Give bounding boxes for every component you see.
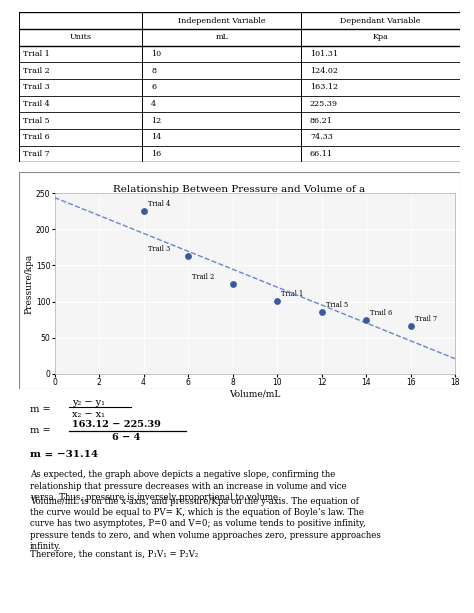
Text: 163.12 − 225.39: 163.12 − 225.39 bbox=[72, 420, 161, 428]
Text: 12: 12 bbox=[151, 116, 162, 124]
Text: Trial 4: Trial 4 bbox=[148, 200, 170, 208]
Text: relationship that pressure decreases with an increase in volume and vice: relationship that pressure decreases wit… bbox=[30, 482, 346, 491]
Text: m = −31.14: m = −31.14 bbox=[30, 450, 98, 459]
Text: y₂ − y₁: y₂ − y₁ bbox=[72, 398, 105, 407]
Text: 86.21: 86.21 bbox=[310, 116, 333, 124]
Text: 16: 16 bbox=[151, 150, 162, 158]
Text: 4: 4 bbox=[151, 100, 156, 108]
Point bbox=[273, 295, 281, 305]
Text: 14: 14 bbox=[151, 134, 162, 142]
Text: Dependant Variable: Dependant Variable bbox=[340, 17, 421, 25]
Text: Confined Gas: Confined Gas bbox=[204, 207, 274, 215]
Y-axis label: Pressure/kpa: Pressure/kpa bbox=[24, 253, 33, 314]
Text: Trail 6: Trail 6 bbox=[371, 310, 393, 318]
X-axis label: Volume/mL: Volume/mL bbox=[229, 390, 281, 399]
Text: Trial 5: Trial 5 bbox=[23, 116, 50, 124]
Point bbox=[229, 280, 237, 289]
Text: Trail 7: Trail 7 bbox=[415, 315, 437, 323]
Text: As expected, the graph above depicts a negative slope, confirming the: As expected, the graph above depicts a n… bbox=[30, 470, 336, 479]
Text: mL: mL bbox=[215, 33, 228, 41]
Text: Trial 1: Trial 1 bbox=[282, 290, 304, 298]
Text: the curve would be equal to PV= K, which is the equation of Boyle’s law. The: the curve would be equal to PV= K, which… bbox=[30, 508, 364, 517]
Text: Trail 6: Trail 6 bbox=[23, 134, 50, 142]
Point bbox=[140, 206, 147, 216]
Text: Therefore, the constant is, P₁V₁ = P₂V₂: Therefore, the constant is, P₁V₁ = P₂V₂ bbox=[30, 549, 198, 558]
Text: 66.11: 66.11 bbox=[310, 150, 333, 158]
Text: 6: 6 bbox=[151, 83, 156, 91]
Text: Units: Units bbox=[70, 33, 91, 41]
Text: 74.33: 74.33 bbox=[310, 134, 333, 142]
Text: curve has two asymptotes, P=0 and V=0; as volume tends to positive infinity,: curve has two asymptotes, P=0 and V=0; a… bbox=[30, 519, 366, 528]
Text: x₂ − x₁: x₂ − x₁ bbox=[72, 410, 105, 419]
Text: versa. Thus, pressure is inversely proportional to volume.: versa. Thus, pressure is inversely propo… bbox=[30, 493, 281, 502]
Text: 163.12: 163.12 bbox=[310, 83, 338, 91]
Point bbox=[184, 251, 192, 261]
Text: 10: 10 bbox=[151, 50, 161, 58]
Text: Trail 3: Trail 3 bbox=[23, 83, 50, 91]
Point bbox=[318, 306, 325, 316]
Text: 225.39: 225.39 bbox=[310, 100, 338, 108]
Text: Relationship Between Pressure and Volume of a: Relationship Between Pressure and Volume… bbox=[113, 185, 365, 194]
Text: Trail 7: Trail 7 bbox=[23, 150, 50, 158]
Text: 101.31: 101.31 bbox=[310, 50, 338, 58]
Text: infinity.: infinity. bbox=[30, 542, 62, 551]
Text: m =: m = bbox=[30, 425, 51, 435]
Text: Kpa: Kpa bbox=[373, 33, 388, 41]
Text: Trail 2: Trail 2 bbox=[23, 67, 50, 75]
Text: Trial 1: Trial 1 bbox=[23, 50, 50, 58]
Text: m =: m = bbox=[30, 405, 51, 414]
Text: Trail 3: Trail 3 bbox=[148, 245, 170, 253]
Point bbox=[362, 315, 370, 325]
Text: pressure tends to zero, and when volume approaches zero, pressure approaches: pressure tends to zero, and when volume … bbox=[30, 530, 381, 539]
Text: 6 − 4: 6 − 4 bbox=[111, 433, 140, 443]
Text: 124.02: 124.02 bbox=[310, 67, 338, 75]
Text: 8: 8 bbox=[151, 67, 156, 75]
Point bbox=[407, 321, 414, 331]
Text: Trial 5: Trial 5 bbox=[326, 301, 348, 309]
Text: Volume/mL is on the x-axis, and pressure/Kpa on the y-axis. The equation of: Volume/mL is on the x-axis, and pressure… bbox=[30, 497, 359, 506]
Text: Trail 2: Trail 2 bbox=[192, 273, 215, 281]
Text: Independent Variable: Independent Variable bbox=[178, 17, 265, 25]
Text: Trail 4: Trail 4 bbox=[23, 100, 50, 108]
